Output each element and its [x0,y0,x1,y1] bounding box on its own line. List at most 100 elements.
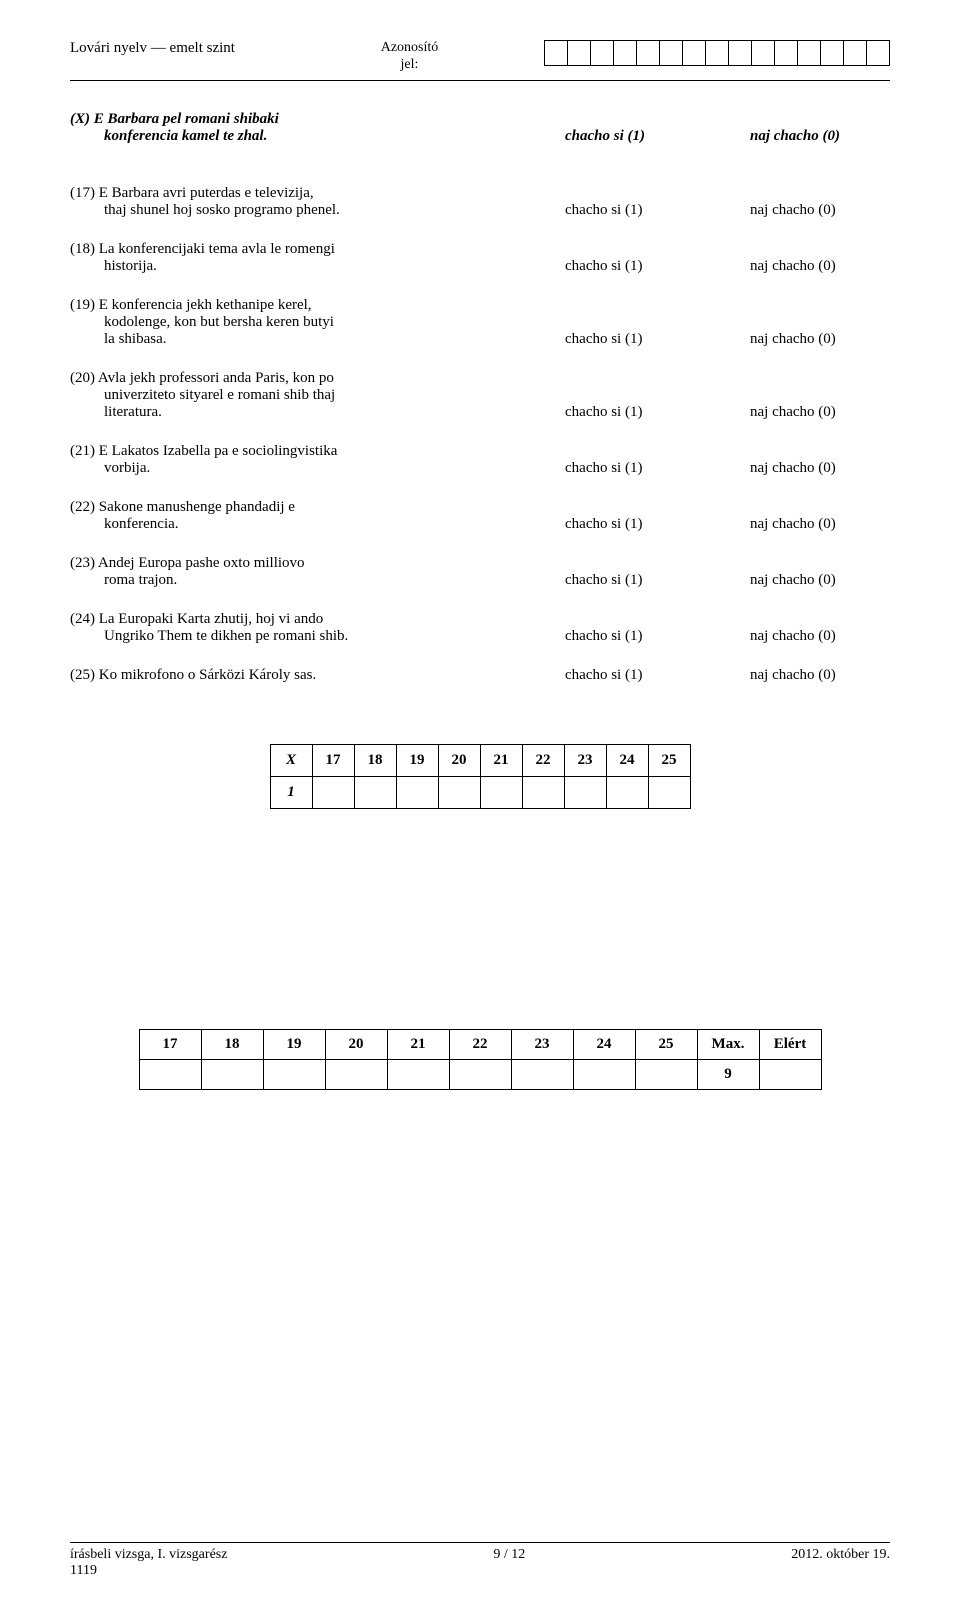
id-cell[interactable] [866,40,890,66]
bottom-cell[interactable] [139,1059,201,1089]
header-id-label: Azonosító jel: [381,40,439,74]
bottom-cell[interactable] [201,1059,263,1089]
id-cell[interactable] [544,40,568,66]
najchacho-option[interactable]: naj chacho (0) [750,667,890,684]
chacho-option[interactable]: chacho si (1) [565,516,725,533]
score-cell[interactable] [480,776,522,808]
najchacho-option[interactable]: naj chacho (0) [750,331,890,348]
bottom-cell[interactable] [325,1059,387,1089]
question-row: (21) E Lakatos Izabella pa e sociolingvi… [70,443,890,477]
question-text: (18) La konferencijaki tema avla le rome… [70,241,540,275]
chacho-option[interactable]: chacho si (1) [565,331,725,348]
chacho-option[interactable]: chacho si (1) [565,258,725,275]
najchacho-option[interactable]: naj chacho (0) [750,258,890,275]
bottom-cell[interactable] [387,1059,449,1089]
score-cell[interactable] [648,776,690,808]
chacho-option[interactable]: chacho si (1) [565,667,725,684]
example-text: (X) E Barbara pel romani shibaki konfere… [70,111,540,145]
score-cell[interactable] [438,776,480,808]
bottom-cell[interactable] [635,1059,697,1089]
question-text: (19) E konferencia jekh kethanipe kerel,… [70,297,540,348]
score-header-cell: 18 [354,744,396,776]
question-text: (22) Sakone manushenge phandadij ekonfer… [70,499,540,533]
id-cell[interactable] [843,40,867,66]
bottom-header-cell: 22 [449,1029,511,1059]
question-row: (17) E Barbara avri puterdas e televizij… [70,185,890,219]
bottom-header-cell: Max. [697,1029,759,1059]
bottom-header-cell: 20 [325,1029,387,1059]
bottom-cell[interactable] [449,1059,511,1089]
score-cell[interactable] [312,776,354,808]
example-chacho: chacho si (1) [565,128,725,145]
score-cell[interactable] [564,776,606,808]
bottom-header-cell: 21 [387,1029,449,1059]
bottom-header-cell: 24 [573,1029,635,1059]
bottom-table: 171819202122232425Max.Elért 9 [139,1029,822,1090]
question-row: (18) La konferencijaki tema avla le rome… [70,241,890,275]
bottom-cell[interactable] [759,1059,821,1089]
chacho-option[interactable]: chacho si (1) [565,460,725,477]
id-cell[interactable] [705,40,729,66]
question-text: (23) Andej Europa pashe oxto milliovorom… [70,555,540,589]
id-cell[interactable] [613,40,637,66]
bottom-header-cell: 19 [263,1029,325,1059]
bottom-header-cell: 23 [511,1029,573,1059]
question-row: (19) E konferencia jekh kethanipe kerel,… [70,297,890,348]
header-divider [70,80,890,81]
chacho-option[interactable]: chacho si (1) [565,404,725,421]
score-cell: 1 [270,776,312,808]
question-row: (22) Sakone manushenge phandadij ekonfer… [70,499,890,533]
id-cell[interactable] [659,40,683,66]
footer-left: írásbeli vizsga, I. vizsgarész 1119 [70,1547,227,1579]
score-header-cell: 23 [564,744,606,776]
footer-divider [70,1542,890,1543]
id-cell[interactable] [797,40,821,66]
bottom-header-cell: 25 [635,1029,697,1059]
page-header: Lovári nyelv — emelt szint Azonosító jel… [70,40,890,74]
score-header-cell: 21 [480,744,522,776]
score-cell[interactable] [396,776,438,808]
score-cell[interactable] [354,776,396,808]
bottom-header-cell: 18 [201,1029,263,1059]
bottom-cell[interactable] [263,1059,325,1089]
chacho-option[interactable]: chacho si (1) [565,572,725,589]
score-header-cell: 24 [606,744,648,776]
id-cell[interactable] [820,40,844,66]
bottom-header-cell: 17 [139,1029,201,1059]
question-row: (25) Ko mikrofono o Sárközi Károly sas.c… [70,667,890,684]
najchacho-option[interactable]: naj chacho (0) [750,202,890,219]
najchacho-option[interactable]: naj chacho (0) [750,516,890,533]
example-najchacho: naj chacho (0) [750,128,890,145]
question-row: (24) La Europaki Karta zhutij, hoj vi an… [70,611,890,645]
page-footer: írásbeli vizsga, I. vizsgarész 1119 9 / … [70,1542,890,1579]
id-cell[interactable] [636,40,660,66]
id-cell[interactable] [590,40,614,66]
id-cell[interactable] [751,40,775,66]
bottom-cell[interactable] [511,1059,573,1089]
score-cell[interactable] [522,776,564,808]
id-cell[interactable] [774,40,798,66]
bottom-cell: 9 [697,1059,759,1089]
bottom-cell[interactable] [573,1059,635,1089]
question-text: (17) E Barbara avri puterdas e televizij… [70,185,540,219]
najchacho-option[interactable]: naj chacho (0) [750,404,890,421]
chacho-option[interactable]: chacho si (1) [565,202,725,219]
najchacho-option[interactable]: naj chacho (0) [750,628,890,645]
question-row: (20) Avla jekh professori anda Paris, ko… [70,370,890,421]
score-header-cell: X [270,744,312,776]
score-cell[interactable] [606,776,648,808]
question-row: (23) Andej Europa pashe oxto milliovorom… [70,555,890,589]
score-header-cell: 25 [648,744,690,776]
question-text: (20) Avla jekh professori anda Paris, ko… [70,370,540,421]
question-text: (24) La Europaki Karta zhutij, hoj vi an… [70,611,540,645]
id-cell[interactable] [682,40,706,66]
najchacho-option[interactable]: naj chacho (0) [750,460,890,477]
id-grid [544,40,890,66]
chacho-option[interactable]: chacho si (1) [565,628,725,645]
footer-center: 9 / 12 [493,1547,525,1579]
najchacho-option[interactable]: naj chacho (0) [750,572,890,589]
id-cell[interactable] [728,40,752,66]
header-subject: Lovári nyelv — emelt szint [70,40,235,57]
bottom-header-cell: Elért [759,1029,821,1059]
id-cell[interactable] [567,40,591,66]
